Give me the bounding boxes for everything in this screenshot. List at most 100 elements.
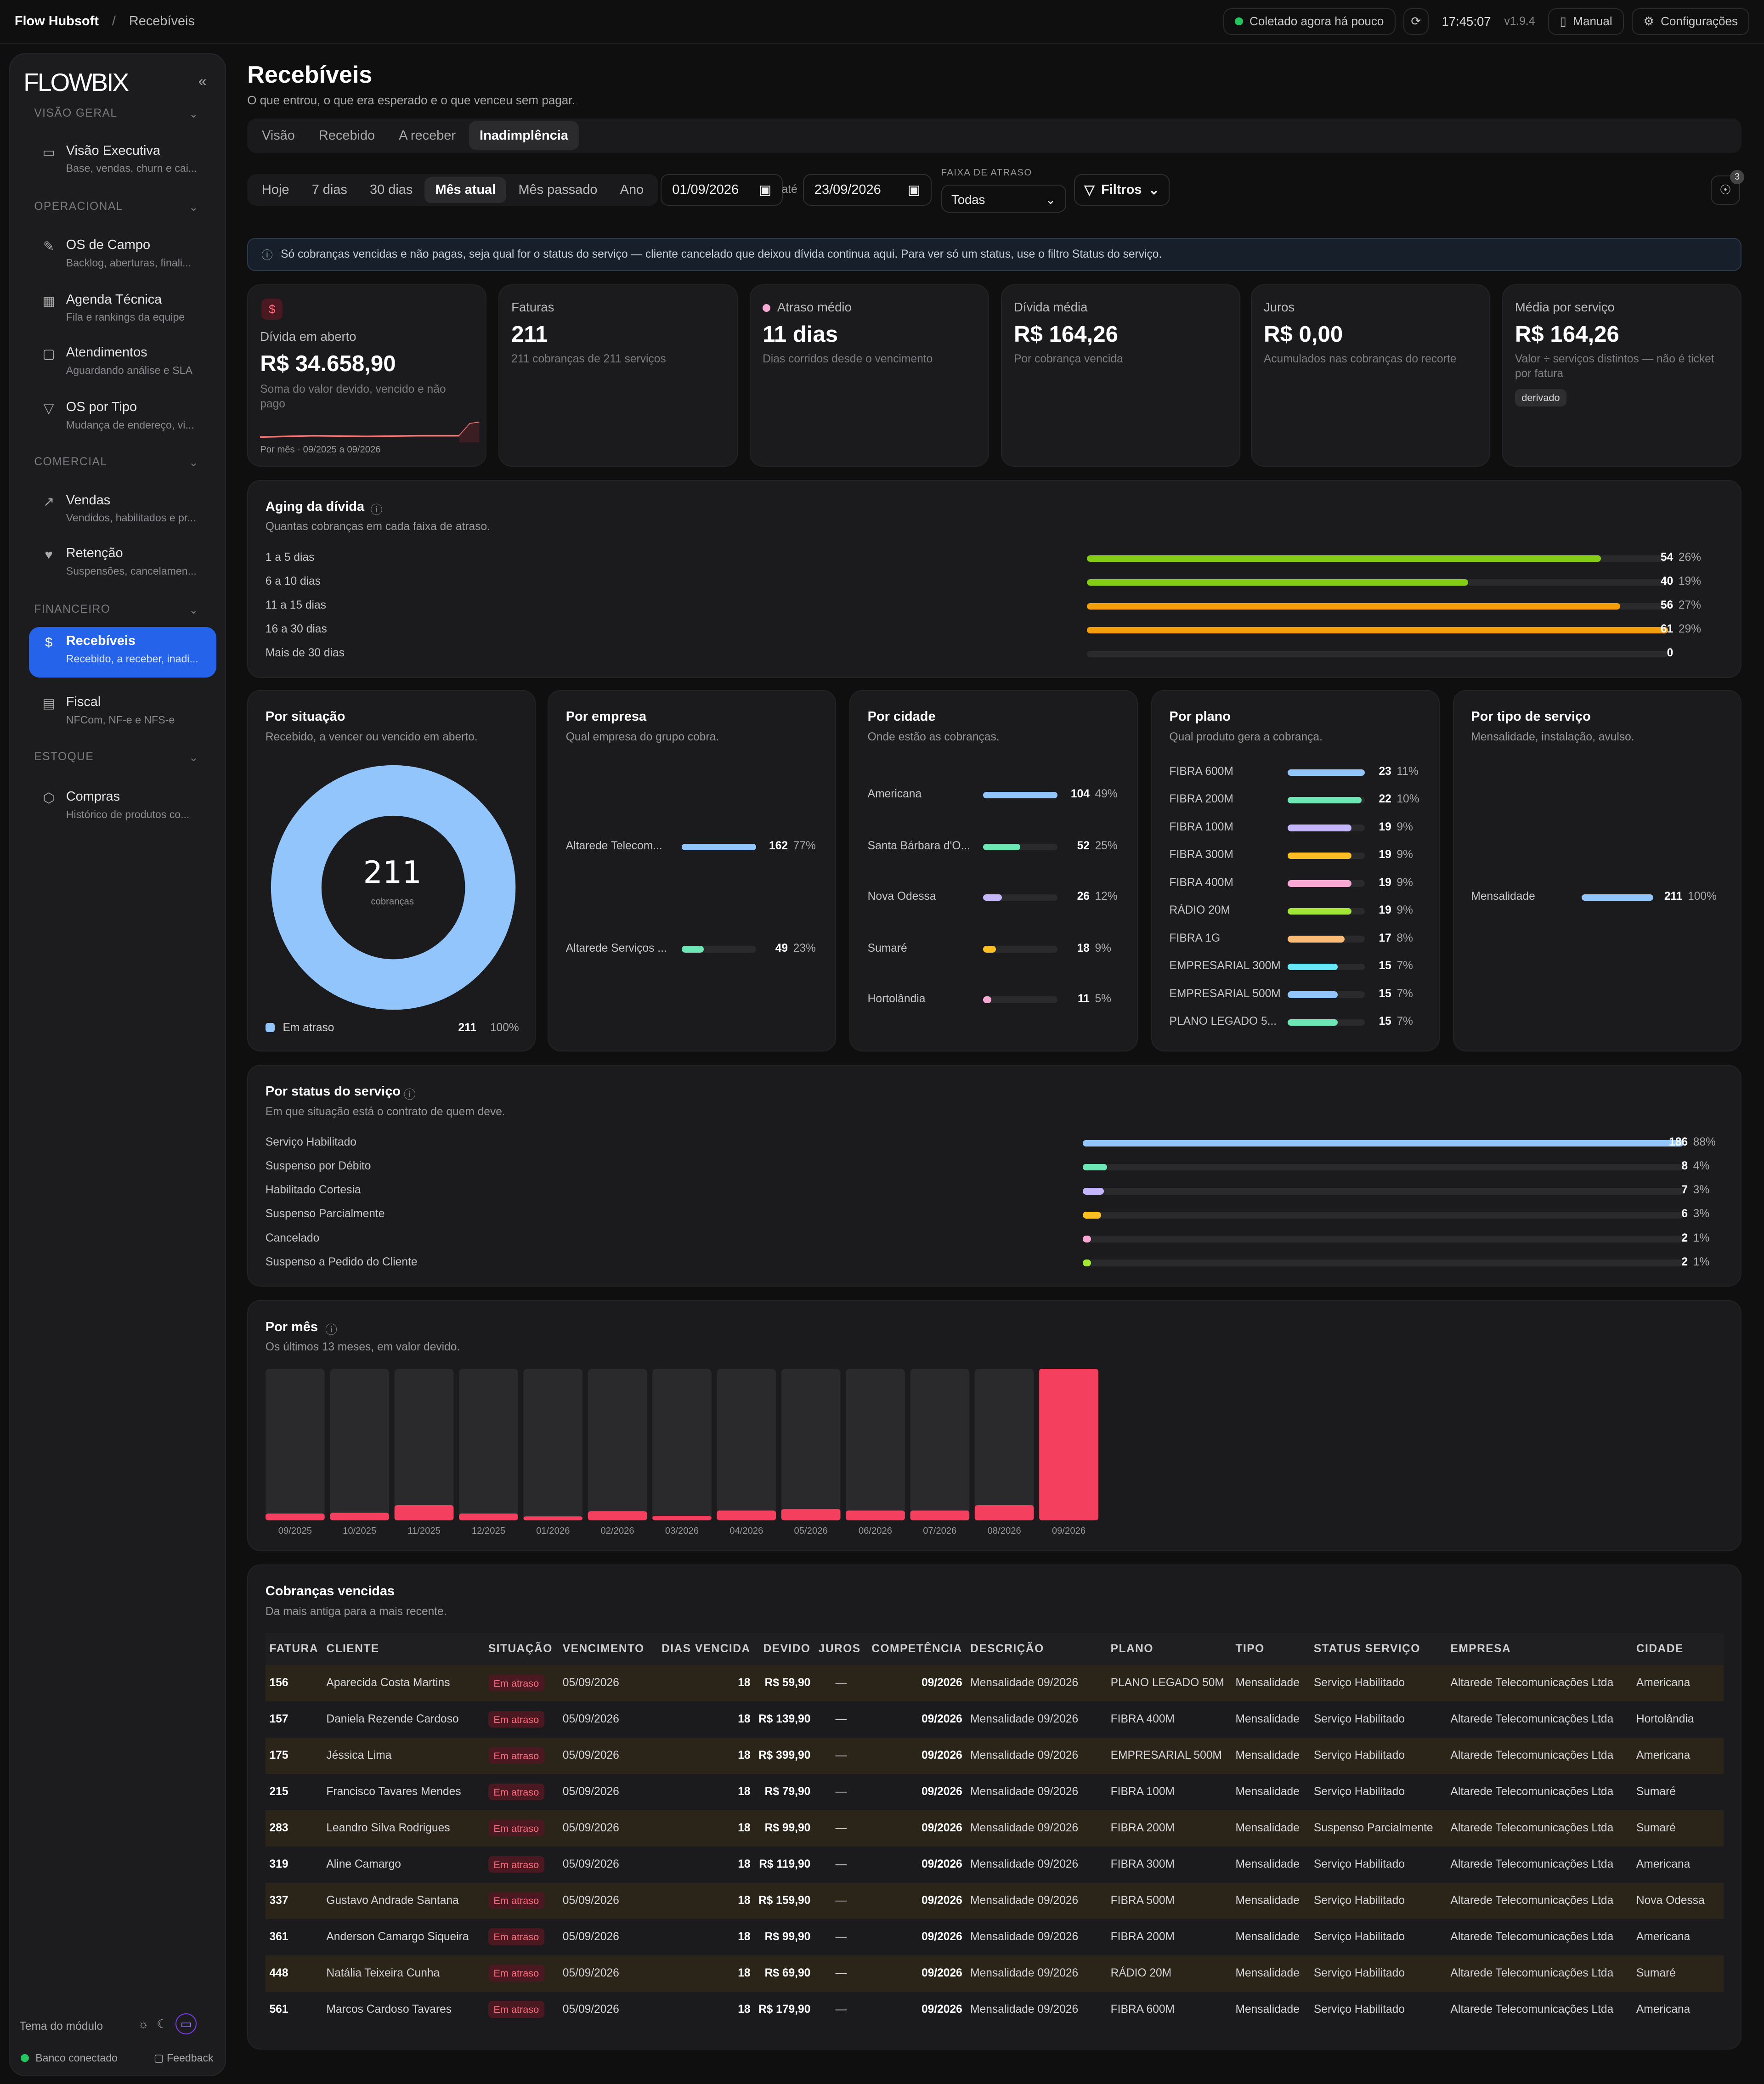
- bar-fill[interactable]: [1288, 963, 1338, 971]
- column-header[interactable]: STATUS SERVIÇO: [1310, 1633, 1447, 1665]
- breadcrumb-app[interactable]: Flow Hubsoft: [14, 14, 99, 29]
- bar-fill[interactable]: [1288, 908, 1352, 915]
- sidebar-item-agenda-tecnica[interactable]: ▦ Agenda Técnica Fila e rankings da equipe: [29, 285, 216, 336]
- bar-fill[interactable]: [681, 946, 704, 953]
- column-header[interactable]: DEVIDO: [754, 1633, 815, 1665]
- manual-button[interactable]: ▯ Manual: [1548, 8, 1624, 35]
- column-header[interactable]: EMPRESA: [1446, 1633, 1633, 1665]
- range-mes-atual[interactable]: Mês atual: [424, 177, 507, 203]
- bar-fill[interactable]: [1083, 1259, 1091, 1266]
- bar-fill[interactable]: [1083, 1163, 1107, 1171]
- donut-slice-em-atraso[interactable]: [271, 765, 515, 1010]
- refresh-button[interactable]: ⟳: [1403, 8, 1429, 35]
- bar-fill[interactable]: [1087, 555, 1601, 562]
- date-from-input[interactable]: 01/09/2026 ▣: [661, 174, 783, 206]
- bar-04/2026[interactable]: [717, 1510, 776, 1520]
- filters-button[interactable]: ▽ Filtros ⌄: [1074, 174, 1170, 206]
- bar-02/2026[interactable]: [588, 1511, 647, 1520]
- bar-fill[interactable]: [1288, 852, 1352, 859]
- collapse-sidebar-button[interactable]: «: [198, 73, 207, 90]
- column-header[interactable]: PLANO: [1107, 1633, 1232, 1665]
- bar-fill[interactable]: [983, 894, 1002, 901]
- bar-fill[interactable]: [1581, 894, 1653, 901]
- sidebar-item-compras[interactable]: ⬡ Compras Histórico de produtos co...: [29, 782, 216, 833]
- bar-fill[interactable]: [983, 996, 991, 1003]
- info-icon[interactable]: ⓘ: [325, 1323, 338, 1337]
- section-comercial[interactable]: COMERCIAL ⌄: [34, 456, 199, 469]
- info-icon[interactable]: ⓘ: [370, 503, 383, 517]
- bar-fill[interactable]: [1083, 1188, 1104, 1195]
- column-header[interactable]: DIAS VENCIDA: [654, 1633, 755, 1665]
- table-row[interactable]: 361 Anderson Camargo Siqueira Em atraso 05/…: [266, 1919, 1724, 1955]
- bar-09/2025[interactable]: [265, 1513, 325, 1520]
- bar-10/2025[interactable]: [330, 1512, 389, 1520]
- sidebar-item-retencao[interactable]: ♥ Retenção Suspensões, cancelamen...: [29, 539, 216, 590]
- table-row[interactable]: 156 Aparecida Costa Martins Em atraso 05/09…: [265, 1665, 1724, 1701]
- table-row[interactable]: 448 Natália Teixeira Cunha Em atraso 05/09/…: [265, 1955, 1724, 1992]
- column-header[interactable]: VENCIMENTO: [559, 1633, 655, 1665]
- column-header[interactable]: JUROS: [814, 1633, 868, 1665]
- bar-fill[interactable]: [681, 843, 756, 851]
- bar-12/2025[interactable]: [458, 1513, 518, 1520]
- tab-inadimplencia[interactable]: Inadimplência: [469, 121, 579, 150]
- hints-button[interactable]: ☉ 3: [1711, 169, 1745, 205]
- bar-06/2026[interactable]: [845, 1510, 905, 1520]
- table-row[interactable]: 215 Francisco Tavares Mendes Em atraso 05/0…: [266, 1774, 1724, 1810]
- table-row[interactable]: 337 Gustavo Andrade Santana Em atraso 05/09…: [265, 1882, 1724, 1919]
- date-to-input[interactable]: 23/09/2026 ▣: [803, 174, 932, 206]
- table-row[interactable]: 561 Marcos Cardoso Tavares Em atraso 05/09/…: [266, 1992, 1724, 2028]
- table-row[interactable]: 283 Leandro Silva Rodrigues Em atraso 05/09…: [265, 1810, 1724, 1847]
- tab-a-receber[interactable]: A receber: [399, 128, 456, 143]
- bar-fill[interactable]: [1083, 1236, 1091, 1242]
- bar-07/2026[interactable]: [910, 1510, 970, 1520]
- sun-icon[interactable]: ☼: [138, 2016, 149, 2031]
- settings-button[interactable]: ⚙ Configurações: [1632, 8, 1750, 35]
- sidebar-item-os-por-tipo[interactable]: ▽ OS por Tipo Mudança de endereço, vi...: [29, 393, 216, 444]
- bar-01/2026[interactable]: [523, 1516, 582, 1520]
- table-row[interactable]: 175 Jéssica Lima Em atraso 05/09/2026 18 R$ 3…: [265, 1737, 1724, 1774]
- bar-09/2026[interactable]: [1039, 1368, 1098, 1520]
- delay-select[interactable]: Todas ⌄: [941, 185, 1066, 213]
- column-header[interactable]: CIDADE: [1632, 1633, 1724, 1665]
- range-ano[interactable]: Ano: [620, 182, 644, 198]
- bar-fill[interactable]: [1288, 825, 1352, 831]
- section-estoque[interactable]: ESTOQUE ⌄: [34, 751, 199, 764]
- column-header[interactable]: DESCRIÇÃO: [966, 1633, 1107, 1665]
- sidebar-item-vendas[interactable]: ↗ Vendas Vendidos, habilitados e pr...: [29, 486, 216, 537]
- moon-icon[interactable]: ☾: [157, 2016, 168, 2031]
- bar-fill[interactable]: [1288, 936, 1345, 943]
- bar-fill[interactable]: [1288, 880, 1352, 887]
- range-mes-passado[interactable]: Mês passado: [518, 182, 598, 198]
- section-operacional[interactable]: OPERACIONAL ⌄: [34, 200, 199, 214]
- sidebar-item-recebiveis[interactable]: $ Recebíveis Recebido, a receber, inadi...: [28, 627, 216, 678]
- sidebar-item-visao-executiva[interactable]: ▭ Visão Executiva Base, vendas, churn e ca…: [29, 136, 216, 187]
- sidebar-item-os-de-campo[interactable]: ✎ OS de Campo Backlog, aberturas, finali..…: [29, 231, 216, 282]
- monitor-icon[interactable]: ▭: [175, 2013, 197, 2035]
- column-header[interactable]: TIPO: [1231, 1633, 1310, 1665]
- tab-recebido[interactable]: Recebido: [318, 128, 375, 143]
- column-header[interactable]: FATURA: [265, 1633, 322, 1665]
- column-header[interactable]: CLIENTE: [322, 1633, 485, 1665]
- range-7-dias[interactable]: 7 dias: [311, 182, 347, 198]
- bar-fill[interactable]: [1087, 603, 1620, 610]
- bar-fill[interactable]: [983, 843, 1021, 851]
- bar-11/2025[interactable]: [394, 1505, 454, 1520]
- column-header[interactable]: SITUAÇÃO: [484, 1633, 559, 1665]
- bar-fill[interactable]: [1083, 1140, 1684, 1147]
- bar-fill[interactable]: [1288, 769, 1365, 776]
- info-icon[interactable]: ⓘ: [403, 1088, 416, 1102]
- bar-fill[interactable]: [1083, 1212, 1101, 1219]
- sidebar-item-fiscal[interactable]: ▤ Fiscal NFCom, NF-e e NFS-e: [29, 688, 216, 739]
- column-header[interactable]: COMPETÊNCIA: [867, 1633, 967, 1665]
- bar-fill[interactable]: [1087, 579, 1468, 586]
- tab-visao[interactable]: Visão: [262, 128, 295, 143]
- bar-fill[interactable]: [1288, 1019, 1338, 1026]
- range-30-dias[interactable]: 30 dias: [370, 182, 413, 198]
- sidebar-item-atendimentos[interactable]: ▢ Atendimentos Aguardando análise e SLA: [29, 339, 216, 389]
- table-row[interactable]: 319 Aline Camargo Em atraso 05/09/2026 18 R$ …: [266, 1847, 1724, 1883]
- bar-05/2026[interactable]: [781, 1508, 841, 1520]
- bar-fill[interactable]: [983, 791, 1058, 799]
- bar-fill[interactable]: [1288, 797, 1362, 804]
- bar-08/2026[interactable]: [974, 1505, 1034, 1520]
- section-financeiro[interactable]: FINANCEIRO ⌄: [34, 603, 199, 617]
